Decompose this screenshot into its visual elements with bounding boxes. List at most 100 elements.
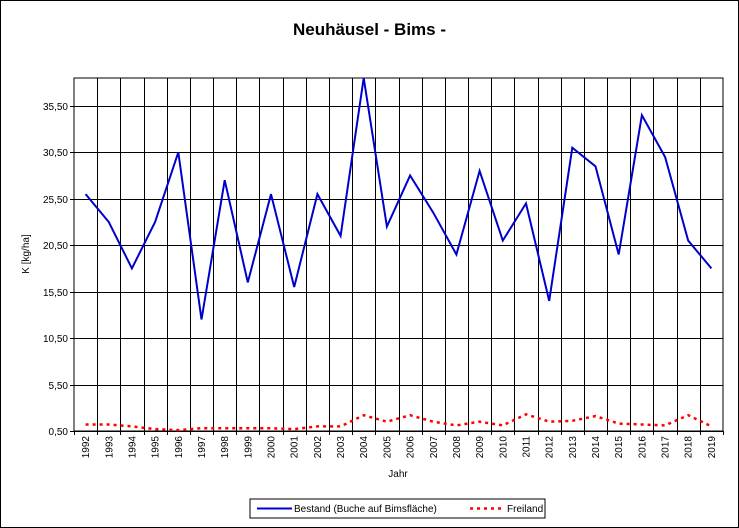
data-point-freiland: [618, 423, 620, 425]
plot-area: [73, 77, 724, 432]
data-point-bestand: [502, 240, 504, 242]
data-point-bestand: [525, 202, 527, 204]
x-tick-label: 2003: [336, 436, 347, 459]
y-tick-label: 25,50: [43, 195, 68, 206]
y-tick-label: 5,50: [49, 381, 69, 392]
grid: [73, 77, 724, 432]
data-point-freiland: [548, 421, 550, 423]
data-point-freiland: [340, 425, 342, 427]
data-point-bestand: [571, 147, 573, 149]
data-point-freiland: [270, 427, 272, 429]
legend-box: [249, 498, 546, 519]
data-point-freiland: [108, 423, 110, 425]
x-tick-label: 2001: [290, 436, 301, 459]
x-tick-label: 2008: [452, 436, 463, 459]
data-point-freiland: [687, 414, 689, 416]
x-tick-label: 1996: [174, 436, 185, 459]
data-point-freiland: [641, 423, 643, 425]
data-point-freiland: [595, 415, 597, 417]
x-tick-label: 2007: [429, 436, 440, 459]
data-point-bestand: [618, 254, 620, 256]
y-tick-label: 20,50: [43, 241, 68, 252]
data-point-bestand: [247, 281, 249, 283]
data-point-freiland: [247, 427, 249, 429]
x-tick-label: 2019: [707, 436, 718, 459]
data-point-bestand: [363, 77, 365, 79]
data-point-freiland: [479, 421, 481, 423]
data-point-bestand: [710, 267, 712, 269]
series-line-freiland: [85, 412, 712, 432]
legend-label-bestand: Bestand (Buche auf Bimsfläche): [294, 504, 437, 515]
data-point-bestand: [340, 235, 342, 237]
data-point-bestand: [479, 170, 481, 172]
y-tick-label: 30,50: [43, 148, 68, 159]
y-tick-label: 35,50: [43, 102, 68, 113]
x-tick-label: 2015: [614, 436, 625, 459]
x-tick-label: 2014: [591, 436, 602, 459]
data-point-freiland: [710, 425, 712, 427]
y-tick-label: 0,50: [49, 427, 69, 438]
chart-title: Neuhäusel - Bims -: [292, 20, 447, 39]
x-tick-label: 2000: [267, 436, 278, 459]
legend-label-freiland: Freiland: [507, 504, 543, 515]
data-point-freiland: [363, 414, 365, 416]
x-axis-ticks: 1992 1993 1994 1995 1996 1997 1998 1999 2000 2001…: [74, 431, 724, 459]
x-tick-label: 2016: [637, 436, 648, 459]
legend: Bestand (Buche auf Bimsfläche) Freiland: [249, 498, 546, 519]
x-tick-label: 2017: [661, 436, 672, 459]
data-point-bestand: [409, 175, 411, 177]
x-tick-label: 1998: [220, 436, 231, 459]
y-tick-label: 10,50: [43, 334, 68, 345]
x-tick-label: 2013: [568, 436, 579, 459]
data-point-freiland: [177, 429, 179, 431]
data-point-freiland: [432, 421, 434, 423]
x-tick-label: 2005: [382, 436, 393, 459]
x-tick-label: 2011: [521, 436, 532, 458]
data-point-bestand: [131, 267, 133, 269]
series-line-bestand: [84, 77, 713, 320]
x-tick-label: 1994: [127, 436, 138, 459]
data-point-bestand: [293, 286, 295, 288]
data-point-bestand: [548, 300, 550, 302]
data-point-freiland: [293, 428, 295, 430]
x-tick-label: 1995: [151, 436, 162, 459]
data-point-freiland: [85, 423, 87, 425]
x-tick-label: 1993: [104, 436, 115, 459]
x-tick-label: 2012: [545, 436, 556, 459]
data-point-freiland: [664, 424, 666, 426]
data-point-bestand: [316, 193, 318, 195]
data-point-bestand: [177, 151, 179, 153]
data-point-freiland: [571, 420, 573, 422]
data-point-bestand: [432, 212, 434, 214]
x-tick-label: 2018: [684, 436, 695, 459]
data-point-freiland: [154, 428, 156, 430]
data-point-freiland: [502, 424, 504, 426]
data-point-freiland: [455, 424, 457, 426]
x-tick-label: 2006: [406, 436, 417, 459]
x-tick-label: 2002: [313, 436, 324, 459]
data-point-bestand: [641, 114, 643, 116]
data-point-freiland: [316, 425, 318, 427]
data-point-bestand: [224, 179, 226, 181]
y-axis-ticks: 0,50 5,50 10,50 15,50 20,50 25,50 30,50 35,50: [43, 102, 74, 438]
data-point-bestand: [85, 193, 87, 195]
data-point-freiland: [525, 413, 527, 415]
x-axis-label: Jahr: [388, 469, 408, 480]
x-tick-label: 1992: [81, 436, 92, 459]
data-point-bestand: [687, 240, 689, 242]
x-tick-label: 2010: [498, 436, 509, 459]
data-point-bestand: [664, 156, 666, 158]
data-point-freiland: [409, 414, 411, 416]
x-tick-label: 1997: [197, 436, 208, 459]
data-point-bestand: [386, 226, 388, 228]
data-point-bestand: [270, 193, 272, 195]
y-tick-label: 15,50: [43, 288, 68, 299]
data-point-freiland: [386, 421, 388, 423]
y-axis-label: K [kg/ha]: [21, 234, 32, 274]
x-tick-label: 2004: [359, 436, 370, 459]
data-point-bestand: [595, 165, 597, 167]
series-layer: [84, 77, 713, 432]
data-point-freiland: [131, 425, 133, 427]
data-point-bestand: [200, 319, 202, 321]
